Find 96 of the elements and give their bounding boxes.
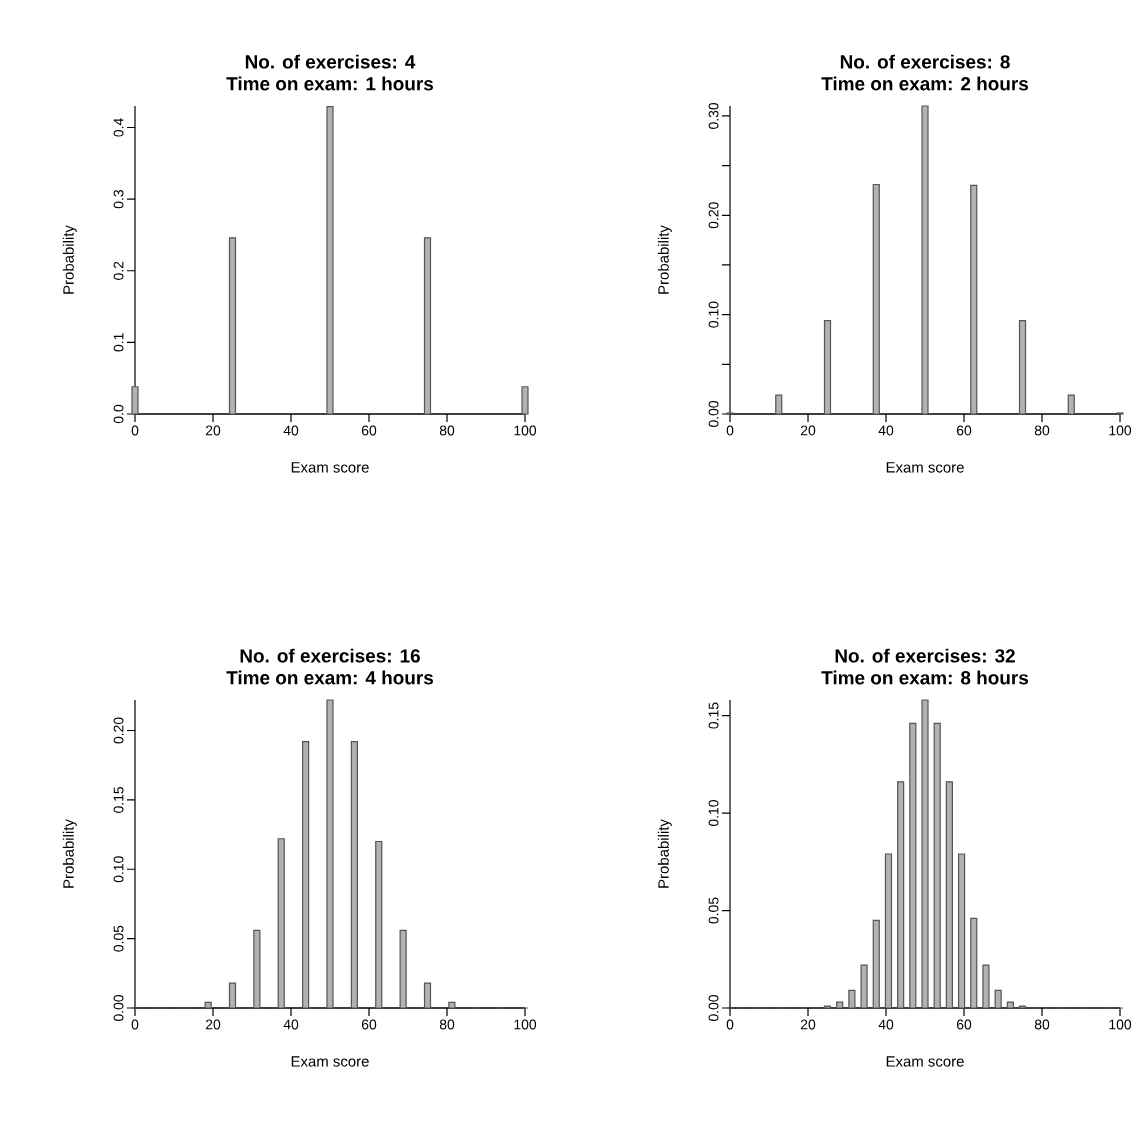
chart-subtitle: Time on exam: 1 hours: [226, 76, 433, 91]
bar: [823, 320, 832, 415]
bar: [204, 1001, 212, 1009]
bar: [1067, 394, 1075, 415]
bar: [860, 964, 868, 1009]
x-tick-label: 40: [878, 425, 894, 436]
bar: [326, 699, 334, 1009]
x-tick-label: 0: [131, 425, 139, 436]
x-tick-label: 60: [361, 425, 377, 436]
y-tick-label: 0.10: [113, 856, 124, 883]
bar: [836, 1001, 844, 1009]
y-tick-label: 0.4: [113, 118, 124, 137]
bar: [775, 394, 783, 415]
x-tick-label: 40: [283, 425, 299, 436]
y-tick-label: 0.05: [708, 897, 719, 924]
bar: [375, 840, 383, 1009]
x-tick-label: 40: [283, 1019, 299, 1030]
y-tick-label: 0.20: [708, 202, 719, 229]
y-tick-label: 0.00: [708, 994, 719, 1022]
y-axis-title: Probability: [62, 225, 77, 294]
x-tick-label: 100: [514, 425, 537, 436]
bar: [399, 929, 407, 1009]
x-tick-label: 100: [1109, 1019, 1132, 1030]
x-tick-label: 80: [439, 1019, 455, 1030]
y-axis-title: Probability: [657, 225, 672, 294]
bar: [921, 105, 929, 415]
x-tick-label: 100: [514, 1019, 537, 1030]
chart-subtitle: Time on exam: 4 hours: [226, 670, 433, 685]
bar: [302, 741, 310, 1009]
x-tick-label: 60: [956, 1019, 972, 1030]
y-tick-label: 0.1: [113, 333, 124, 352]
bar: [970, 917, 978, 1009]
chart-subtitle: Time on exam: 2 hours: [821, 76, 1028, 91]
bar: [897, 781, 905, 1009]
bar: [253, 929, 261, 1009]
x-tick-label: 20: [205, 425, 221, 436]
bar: [872, 183, 880, 415]
bar: [970, 184, 978, 415]
bar: [277, 838, 285, 1009]
y-tick-label: 0.30: [708, 102, 719, 129]
bar: [872, 919, 880, 1009]
bar: [848, 989, 856, 1009]
y-tick-label: 0.00: [708, 400, 719, 428]
bar: [884, 853, 893, 1009]
y-axis-title: Probability: [62, 819, 77, 888]
chart-title: No. of exercises: 8: [840, 54, 1010, 69]
bar: [994, 989, 1002, 1009]
x-axis-title: Exam score: [291, 462, 369, 473]
y-axis-title: Probability: [657, 819, 672, 888]
chart-title: No. of exercises: 4: [245, 54, 416, 69]
bar: [1006, 1001, 1014, 1009]
y-tick-label: 0.15: [113, 786, 124, 813]
chart-title: No. of exercises: 16: [240, 648, 420, 663]
bar: [423, 982, 432, 1009]
bar: [521, 386, 529, 415]
y-tick-label: 0.10: [708, 301, 719, 328]
bar: [921, 699, 929, 1009]
bar: [326, 106, 334, 415]
x-tick-label: 100: [1109, 425, 1132, 436]
y-tick-label: 0.10: [708, 800, 719, 827]
x-tick-label: 20: [800, 425, 816, 436]
x-tick-label: 60: [956, 425, 972, 436]
bar: [228, 982, 237, 1009]
x-tick-label: 80: [1034, 425, 1050, 436]
bar: [1018, 320, 1027, 415]
bar: [957, 853, 966, 1009]
y-tick-label: 0.0: [113, 404, 124, 424]
bar: [423, 237, 432, 415]
x-tick-label: 20: [800, 1019, 816, 1030]
x-tick-label: 0: [726, 1019, 734, 1030]
x-tick-label: 20: [205, 1019, 221, 1030]
x-axis-title: Exam score: [886, 462, 964, 473]
y-tick-label: 0.00: [113, 994, 124, 1022]
y-tick-label: 0.15: [708, 702, 719, 729]
bar: [909, 722, 917, 1009]
x-tick-label: 80: [439, 425, 455, 436]
x-tick-label: 40: [878, 1019, 894, 1030]
x-tick-label: 80: [1034, 1019, 1050, 1030]
bar: [982, 964, 990, 1009]
chart-subtitle: Time on exam: 8 hours: [821, 670, 1028, 685]
bar: [228, 237, 237, 415]
y-tick-label: 0.05: [113, 925, 124, 952]
bar: [933, 722, 941, 1009]
bar: [131, 386, 139, 415]
x-axis-title: Exam score: [291, 1056, 369, 1067]
bar: [448, 1001, 456, 1009]
x-axis-title: Exam score: [886, 1056, 964, 1067]
x-tick-label: 0: [131, 1019, 139, 1030]
y-tick-label: 0.20: [113, 717, 124, 744]
y-tick-label: 0.2: [113, 261, 124, 280]
x-tick-label: 60: [361, 1019, 377, 1030]
y-tick-label: 0.3: [113, 190, 124, 209]
bar: [945, 781, 953, 1009]
chart-title: No. of exercises: 32: [835, 648, 1015, 663]
x-tick-label: 0: [726, 425, 734, 436]
bar: [350, 741, 358, 1009]
